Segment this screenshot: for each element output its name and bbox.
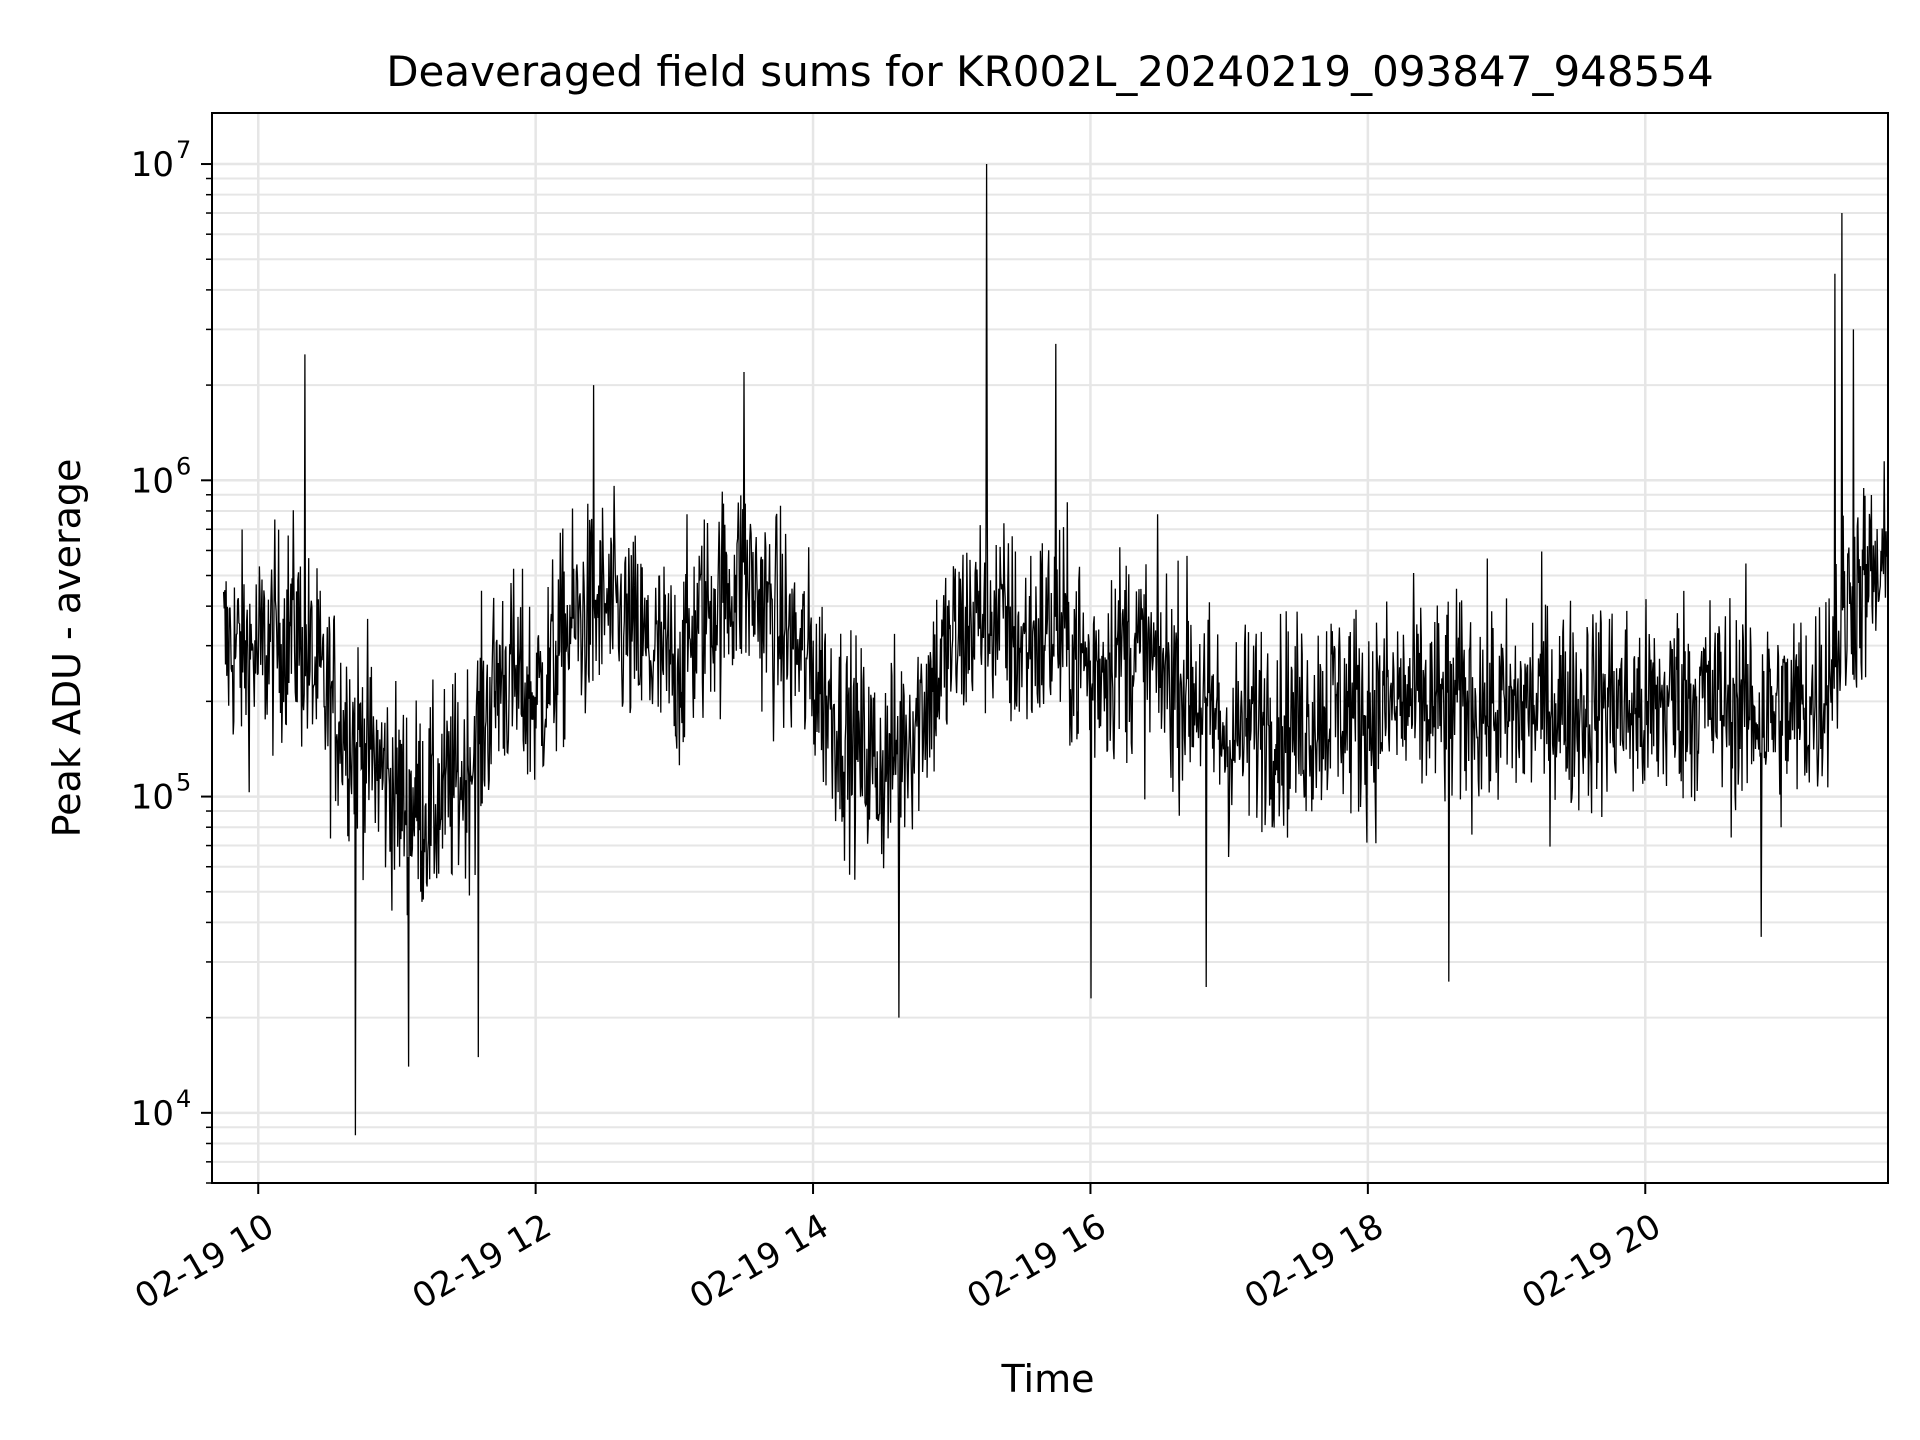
x-tick-label: 02-19 16 [961,1206,1113,1317]
x-tick-label: 02-19 20 [1515,1206,1667,1317]
chart-title: Deaveraged field sums for KR002L_2024021… [386,47,1714,96]
y-tick-label: 10 [131,461,174,501]
x-tick-label: 02-19 10 [128,1206,280,1317]
y-tick-exponent: 6 [176,452,191,480]
y-axis-label: Peak ADU - average [45,459,89,838]
y-tick-exponent: 7 [176,136,191,164]
grid-minor [212,177,1888,1184]
x-axis-label: Time [1001,1357,1095,1401]
grid-major [212,113,1888,1183]
y-tick-exponent: 4 [176,1085,191,1113]
x-tick-label: 02-19 18 [1238,1206,1390,1317]
y-tick-label: 10 [131,145,174,185]
y-tick-label: 10 [131,1094,174,1134]
x-tick-label: 02-19 12 [406,1206,558,1317]
plot-frame [211,112,1889,1184]
x-tick-label: 02-19 14 [683,1206,835,1317]
series-line [222,163,1888,1136]
x-axis: 02-19 10 02-19 12 02-19 14 02-19 16 02-19 18… [128,1183,1668,1317]
y-tick-exponent: 5 [176,769,191,797]
y-tick-label: 10 [131,778,174,818]
